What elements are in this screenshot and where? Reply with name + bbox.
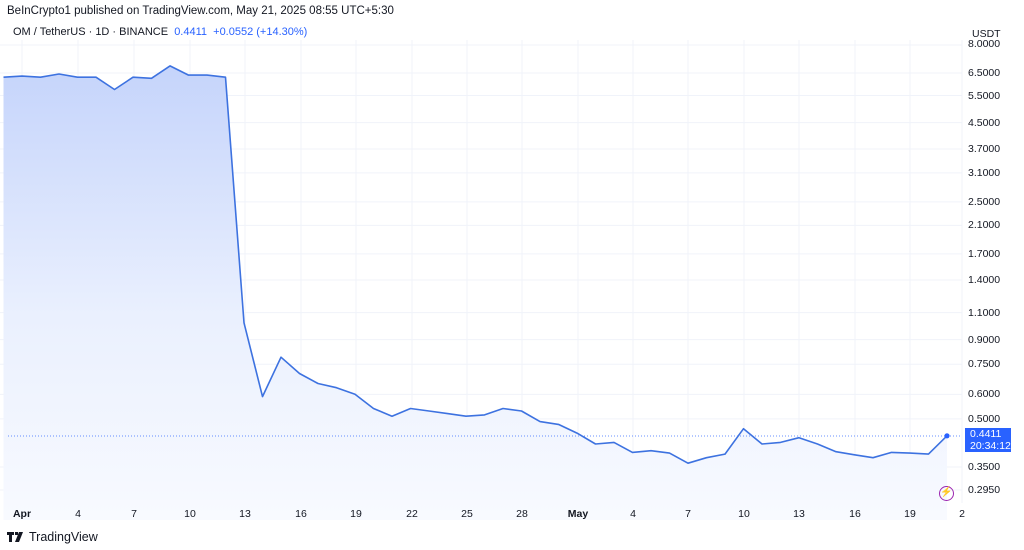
time-axis-label: 4 — [75, 508, 81, 520]
price-axis-label: 3.1000 — [968, 166, 1001, 179]
price-axis-label: 3.7000 — [968, 142, 1001, 155]
last-price-tag: 0.4411 20:34:12 — [965, 428, 1011, 452]
time-axis-label: 10 — [184, 508, 196, 520]
time-axis-label: 7 — [131, 508, 137, 520]
time-axis-label: 16 — [849, 508, 861, 520]
time-axis-label: 28 — [516, 508, 528, 520]
last-price-dot — [944, 433, 950, 439]
price-axis-label: 1.4000 — [968, 274, 1001, 287]
price-axis-label: 6.5000 — [968, 67, 1001, 79]
time-axis-label: Apr — [12, 508, 32, 520]
price-axis-label: 0.2950 — [968, 484, 1001, 497]
price-tag-countdown: 20:34:12 — [970, 439, 1011, 452]
time-axis-label: 13 — [239, 508, 251, 520]
time-axis-label: 25 — [461, 508, 473, 520]
symbol-name: OM / TetherUS · 1D · BINANCE — [13, 26, 169, 38]
time-axis-label: 22 — [406, 508, 418, 520]
price-tag-value: 0.4411 — [970, 428, 1002, 440]
price-axis-label: 5.5000 — [968, 89, 1001, 102]
time-axis-label: 7 — [685, 508, 691, 520]
time-axis-label: 2 — [959, 508, 965, 520]
publisher-line: BeInCrypto1 published on TradingView.com… — [7, 5, 394, 17]
time-axis-label: 10 — [738, 508, 750, 520]
price-axis-label: 0.9000 — [968, 333, 1001, 346]
price-axis-label: 4.5000 — [968, 116, 1001, 129]
price-area-fill — [3, 65, 947, 521]
tradingview-logo: TradingView — [7, 530, 98, 544]
price-axis-label: 0.5000 — [968, 412, 1001, 425]
tradingview-logo-icon — [7, 532, 23, 542]
time-axis-label: 19 — [904, 508, 916, 520]
price-axis-label: 2.5000 — [968, 195, 1001, 208]
time-axis-label: 19 — [350, 508, 362, 520]
price-change: +0.0552 (+14.30%) — [213, 26, 308, 38]
price-axis-label: 0.7500 — [968, 358, 1001, 371]
time-axis-label: 13 — [793, 508, 805, 520]
currency-unit: USDT — [972, 28, 1001, 40]
price-axis-label: 0.6000 — [968, 388, 1001, 401]
time-axis-label: 4 — [630, 508, 636, 520]
price-axis-label: 2.1000 — [968, 219, 1001, 232]
price-line — [3, 65, 948, 464]
lightning-icon[interactable]: ⚡ — [939, 486, 954, 501]
price-axis-label: 1.1000 — [968, 306, 1001, 319]
brand-name: TradingView — [29, 530, 98, 544]
last-price: 0.4411 — [174, 26, 208, 38]
price-axis-label: 8.0000 — [968, 37, 1001, 50]
price-axis-label: 0.3500 — [968, 461, 1001, 473]
price-axis-label: 1.7000 — [968, 247, 1001, 260]
time-axis-label: 16 — [295, 508, 307, 520]
time-axis-label: May — [567, 508, 589, 520]
symbol-legend: OM / TetherUS · 1D · BINANCE 0.4411 +0.0… — [13, 26, 307, 38]
